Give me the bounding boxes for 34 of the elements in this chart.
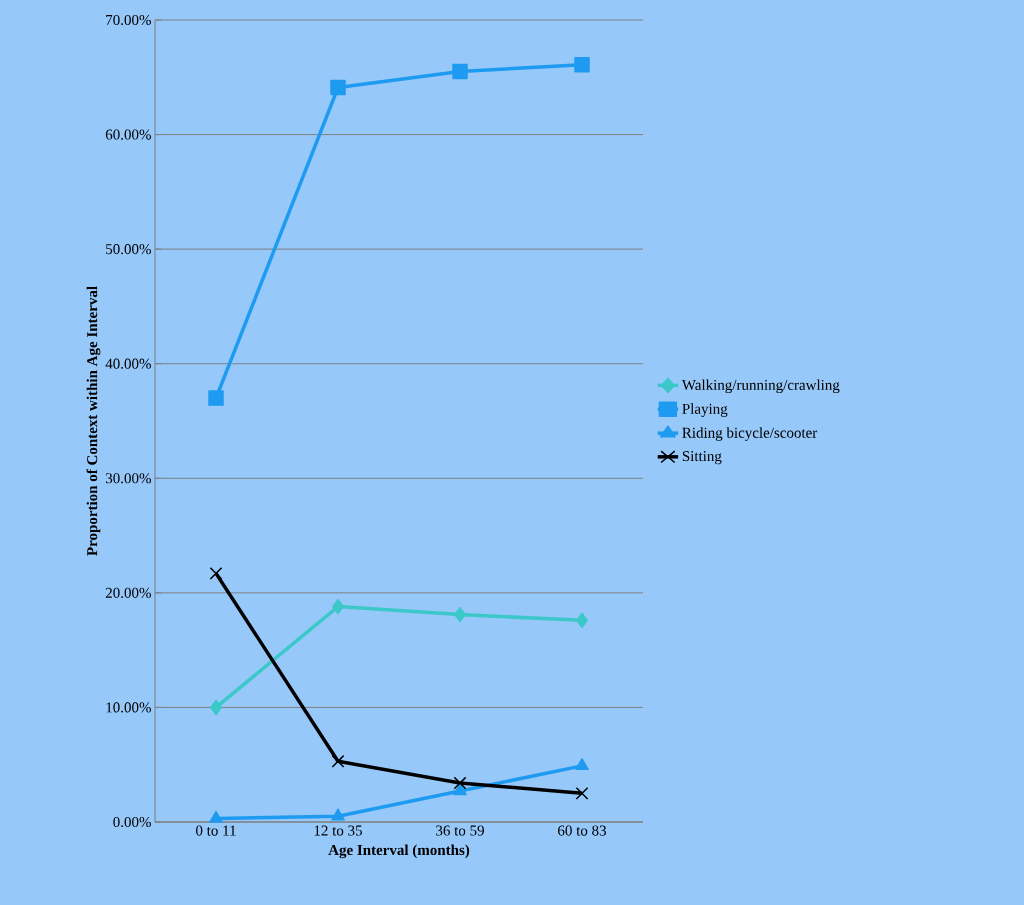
point — [330, 79, 346, 96]
x-tick-label: 0 to 11 — [196, 825, 236, 836]
x-axis-title: Age Interval (months) — [328, 844, 470, 859]
legend-label: Sitting — [682, 451, 722, 465]
y-tick-label: 20.00% — [105, 587, 151, 598]
x-tick-label: 36 to 59 — [436, 825, 484, 836]
point — [331, 808, 345, 821]
point — [453, 776, 467, 790]
y-tick-label: 60.00% — [105, 129, 151, 140]
point — [575, 786, 589, 800]
point — [574, 56, 590, 73]
x-tick-label: 60 to 83 — [558, 825, 606, 836]
point — [331, 754, 345, 768]
y-tick-label: 70.00% — [106, 14, 151, 26]
legend-label: Walking/running/crawling — [681, 379, 840, 394]
point — [575, 758, 589, 771]
point — [452, 63, 468, 80]
y-tick-label: 50.00% — [106, 244, 151, 255]
y-tick-label: 10.00% — [106, 702, 151, 713]
point — [209, 810, 223, 823]
y-tick-label: 30.00% — [105, 473, 151, 484]
point — [332, 598, 344, 615]
legend-label: Riding bicycle/scooter — [682, 427, 818, 441]
point — [210, 699, 222, 716]
point — [454, 606, 466, 623]
point — [576, 612, 588, 629]
y-axis-title: Proportion of Context within Age Interval — [86, 286, 101, 556]
point — [208, 390, 224, 406]
y-tick-label: 0.00% — [113, 816, 151, 828]
x-tick-label: 12 to 35 — [314, 825, 362, 836]
point — [209, 566, 223, 580]
point — [453, 783, 467, 796]
legend-label: Playing — [682, 403, 728, 417]
y-tick-label: 40.00% — [105, 358, 151, 369]
